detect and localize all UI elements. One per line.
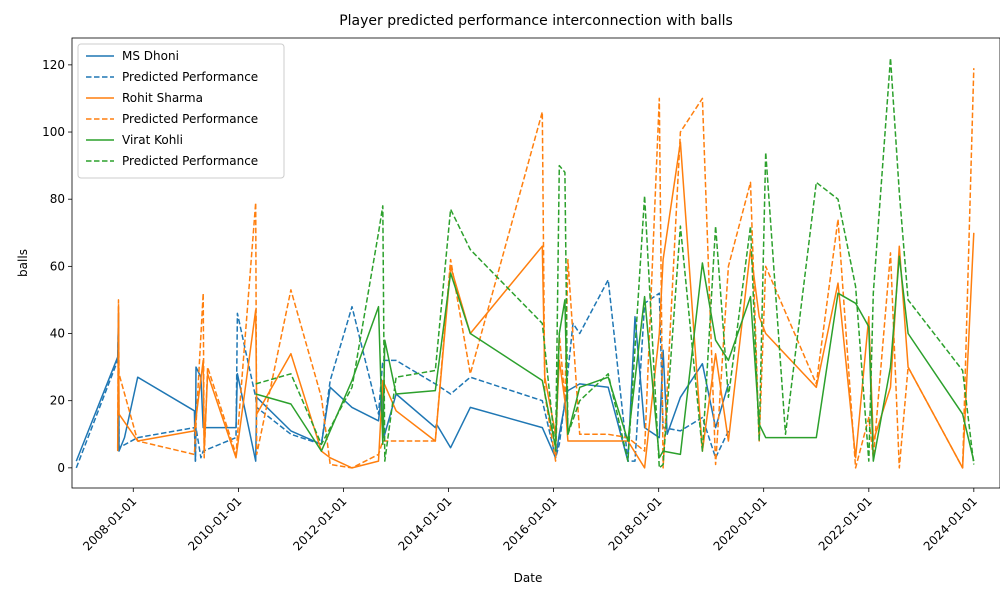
x-tick-label: 2012-01-01 <box>290 494 349 553</box>
x-tick-label: 2020-01-01 <box>711 494 770 553</box>
x-axis-label: Date <box>514 571 543 585</box>
legend-label-rohit-sharma: Rohit Sharma <box>122 91 203 105</box>
series-line-predicted-performance-5 <box>255 57 975 469</box>
y-axis-ticks: 0 20 40 60 80 100 120 <box>42 58 72 475</box>
x-tick-label: 2022-01-01 <box>816 494 875 553</box>
legend-label-virat-kohli: Virat Kohli <box>122 133 183 147</box>
legend-label-predicted-performance: Predicted Performance <box>122 70 258 84</box>
y-axis-label: balls <box>16 249 30 277</box>
y-tick-label: 0 <box>57 461 65 475</box>
x-axis-ticks: 2008-01-01 2010-01-01 2012-01-01 2014-01-01… <box>80 488 980 553</box>
series-line-virat-kohli-4 <box>255 255 975 462</box>
y-tick-label: 20 <box>50 394 65 408</box>
series-line-predicted-performance-3 <box>116 68 975 469</box>
y-tick-label: 80 <box>50 192 65 206</box>
x-tick-label: 2010-01-01 <box>185 494 244 553</box>
y-tick-label: 60 <box>50 259 65 273</box>
y-tick-label: 100 <box>42 125 65 139</box>
series-line-rohit-sharma-2 <box>116 141 975 469</box>
y-tick-label: 120 <box>42 58 65 72</box>
legend-box <box>77 43 285 179</box>
legend-label-ms-dhoni: MS Dhoni <box>122 49 179 63</box>
legend-label-predicted-performance: Predicted Performance <box>122 112 258 126</box>
legend-label-predicted-performance: Predicted Performance <box>122 154 258 168</box>
x-tick-label: 2016-01-01 <box>500 494 559 553</box>
legend: MS Dhoni Predicted Performance Rohit Sharm… <box>77 43 285 179</box>
x-tick-label: 2018-01-01 <box>606 494 665 553</box>
series-layer <box>75 57 975 469</box>
x-tick-label: 2014-01-01 <box>395 494 454 553</box>
series-line-predicted-performance-1 <box>75 279 730 469</box>
chart-title: Player predicted performance interconnec… <box>339 13 733 29</box>
x-tick-label: 2008-01-01 <box>80 494 139 553</box>
y-tick-label: 40 <box>50 327 65 341</box>
plot-frame <box>71 37 1000 489</box>
x-tick-label: 2024-01-01 <box>921 494 980 553</box>
